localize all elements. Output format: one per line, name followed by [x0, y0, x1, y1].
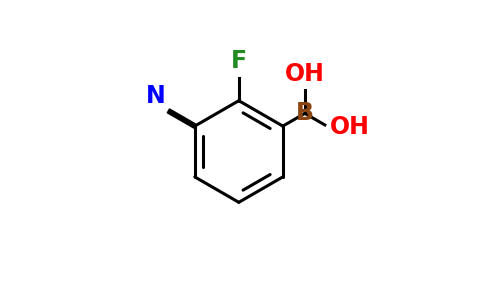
Text: B: B: [296, 101, 314, 125]
Text: OH: OH: [285, 62, 325, 86]
Text: OH: OH: [330, 115, 369, 139]
Text: N: N: [146, 84, 166, 108]
Text: F: F: [231, 50, 247, 74]
